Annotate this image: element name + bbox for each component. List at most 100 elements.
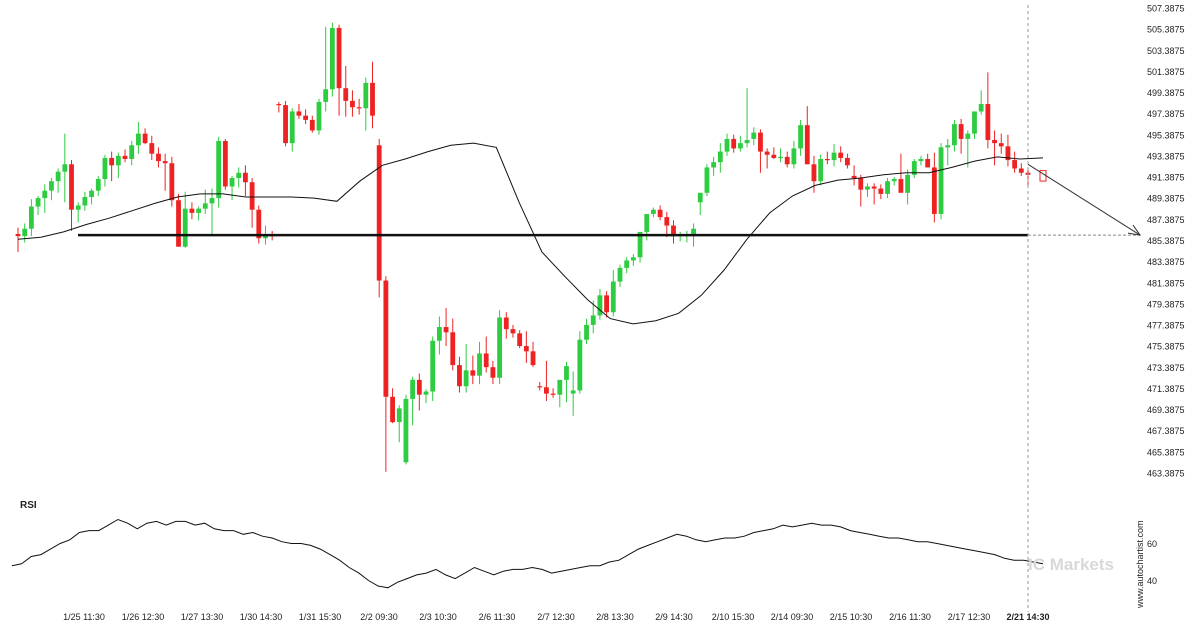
forecast-arrow-line <box>1027 163 1141 236</box>
price-tick-label: 493.3875 <box>1147 151 1185 161</box>
candle-down <box>69 164 74 210</box>
candle-down <box>844 157 850 166</box>
candle-up <box>590 315 596 325</box>
candle-up <box>463 370 469 387</box>
time-tick-label: 2/8 13:30 <box>596 612 634 622</box>
candle-down <box>443 327 449 333</box>
candle-up <box>289 111 295 144</box>
moving-average-line <box>17 142 1044 325</box>
candle-up <box>316 101 322 131</box>
candle-up <box>637 231 643 258</box>
candle-up <box>577 339 583 391</box>
candle-up <box>196 208 202 213</box>
candle-up <box>323 89 329 102</box>
candle-down <box>376 145 382 281</box>
candle-down <box>149 143 155 154</box>
moving-average-group <box>17 142 1044 325</box>
candle-up <box>938 147 944 214</box>
time-tick-label: 2/17 12:30 <box>948 612 991 622</box>
candle-up <box>717 151 723 163</box>
candle-down <box>470 370 476 376</box>
candle-down <box>156 153 161 162</box>
candles-group <box>15 22 1047 472</box>
rsi-tick-label: 60 <box>1147 539 1157 549</box>
candle-down <box>604 295 610 313</box>
candle-down <box>510 329 516 334</box>
candle-down <box>858 178 864 190</box>
candle-up <box>95 179 101 191</box>
candle-down <box>189 208 195 213</box>
candle-down <box>838 152 844 158</box>
candle-down <box>162 161 168 164</box>
candle-down <box>764 151 770 155</box>
candle-up <box>885 181 890 194</box>
time-tick-label: 2/2 09:30 <box>360 612 398 622</box>
candle-up <box>691 228 696 235</box>
candle-down <box>664 217 670 226</box>
price-tick-label: 475.3875 <box>1147 342 1185 352</box>
time-tick-label: 1/27 13:30 <box>181 612 224 622</box>
candle-down <box>958 124 964 139</box>
candle-up <box>724 138 730 152</box>
candle-down <box>871 186 877 189</box>
candle-up <box>624 260 630 268</box>
candle-down <box>503 317 509 330</box>
candle-up <box>651 209 656 214</box>
candle-up <box>436 327 442 341</box>
candle-up <box>744 139 750 144</box>
candle-up <box>35 198 41 207</box>
candle-up <box>945 145 951 148</box>
candle-down <box>523 346 529 352</box>
time-tick-label: 2/15 10:30 <box>830 612 873 622</box>
price-tick-label: 507.3875 <box>1147 4 1185 14</box>
candle-down <box>283 105 288 144</box>
rsi-title: RSI <box>20 500 37 511</box>
candle-up <box>28 206 34 229</box>
candle-down <box>490 367 496 378</box>
candle-down <box>784 156 790 165</box>
candle-down <box>122 155 128 159</box>
candle-up <box>831 152 837 161</box>
time-tick-label: 2/21 14:30 <box>1006 612 1049 622</box>
ic-markets-watermark-text: IC Markets <box>1028 555 1114 574</box>
candle-down <box>811 164 817 182</box>
time-tick-label: 2/14 09:30 <box>771 612 814 622</box>
candle-up <box>229 178 235 187</box>
candle-down <box>804 125 810 165</box>
candle-up <box>978 104 984 112</box>
rsi-panel: RSI 60 40 IC Markets www.autochartist.com <box>11 500 1157 609</box>
candle-up <box>403 398 409 463</box>
candle-up <box>737 143 743 149</box>
candle-down <box>222 141 228 187</box>
candle-down <box>296 111 302 116</box>
candle-up <box>263 235 268 239</box>
rsi-line-group <box>11 518 1044 589</box>
candle-up <box>597 295 603 316</box>
price-tick-label: 479.3875 <box>1147 299 1185 309</box>
candle-down <box>350 100 355 108</box>
price-tick-label: 481.3875 <box>1147 278 1185 288</box>
candle-down <box>537 386 543 388</box>
candle-up <box>410 379 416 399</box>
candle-down <box>457 365 462 387</box>
price-tick-label: 491.3875 <box>1147 173 1185 183</box>
rsi-line <box>11 518 1044 589</box>
candle-up <box>965 133 971 139</box>
price-tick-label: 503.3875 <box>1147 46 1185 56</box>
candle-down <box>998 143 1004 147</box>
candle-down <box>416 379 422 395</box>
candle-up <box>644 213 650 232</box>
candle-up <box>75 205 81 210</box>
candle-down <box>256 209 262 239</box>
candle-down <box>450 332 456 366</box>
candle-up <box>564 366 569 380</box>
candle-down <box>383 280 389 397</box>
candle-up <box>236 172 242 179</box>
candle-up <box>477 353 482 376</box>
price-axis: 507.3875 505.3875 503.3875 501.3875 499.3875… <box>1147 4 1185 479</box>
candle-up <box>891 179 897 182</box>
candle-up <box>630 257 636 261</box>
candle-down <box>530 351 536 366</box>
candle-up <box>209 198 215 204</box>
candle-up <box>918 158 924 162</box>
